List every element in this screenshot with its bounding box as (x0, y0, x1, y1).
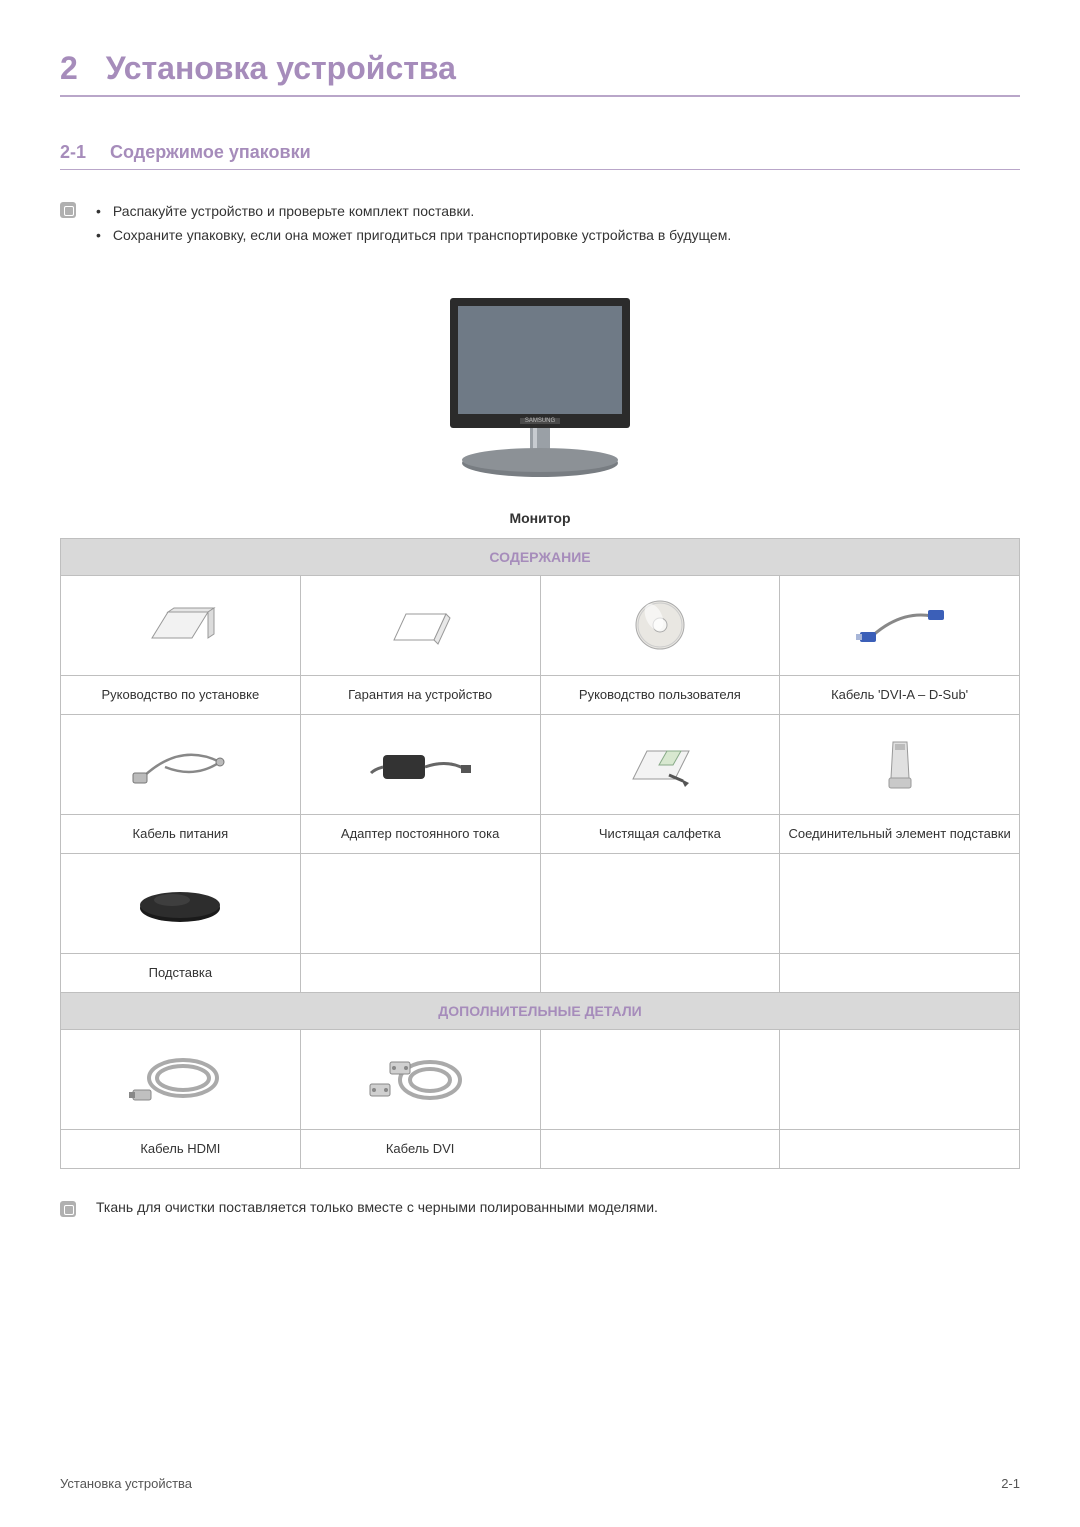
img-stand-connector (780, 714, 1020, 814)
img-dvi-cable (300, 1030, 540, 1130)
page-footer: Установка устройства 2-1 (60, 1476, 1020, 1491)
img-cleaning-cloth (540, 714, 780, 814)
img-user-manual (540, 575, 780, 675)
img-dvi-dsub-cable (780, 575, 1020, 675)
note-item: Распакуйте устройство и проверьте компле… (96, 200, 731, 224)
empty-label (300, 953, 540, 992)
label-user-manual: Руководство пользователя (540, 675, 780, 714)
empty-cell (780, 853, 1020, 953)
label-power-cable: Кабель питания (61, 814, 301, 853)
empty-label (780, 953, 1020, 992)
monitor-icon: SAMSUNG (425, 288, 655, 498)
label-stand-connector: Соединительный элемент подставки (780, 814, 1020, 853)
empty-label (780, 1130, 1020, 1169)
img-hdmi-cable (61, 1030, 301, 1130)
empty-cell (780, 1030, 1020, 1130)
img-install-guide (61, 575, 301, 675)
note-icon (60, 202, 76, 218)
monitor-figure: SAMSUNG (60, 288, 1020, 498)
section-number: 2-1 (60, 142, 86, 163)
label-cleaning-cloth: Чистящая салфетка (540, 814, 780, 853)
footer-left: Установка устройства (60, 1476, 192, 1491)
svg-text:SAMSUNG: SAMSUNG (525, 418, 556, 424)
section-title: Содержимое упаковки (110, 142, 311, 163)
label-dc-adapter: Адаптер постоянного тока (300, 814, 540, 853)
chapter-header: 2 Установка устройства (60, 50, 1020, 97)
empty-label (540, 953, 780, 992)
contents-header: СОДЕРЖАНИЕ (61, 538, 1020, 575)
label-dvi-cable: Кабель DVI (300, 1130, 540, 1169)
note-block: Распакуйте устройство и проверьте компле… (60, 200, 1020, 248)
footnote-text: Ткань для очистки поставляется только вм… (96, 1199, 658, 1215)
empty-cell (540, 1030, 780, 1130)
footnote-block: Ткань для очистки поставляется только вм… (60, 1199, 1020, 1217)
contents-table: СОДЕРЖАНИЕ Руководство по установке Гара… (60, 538, 1020, 1170)
img-power-cable (61, 714, 301, 814)
img-warranty (300, 575, 540, 675)
optional-header: ДОПОЛНИТЕЛЬНЫЕ ДЕТАЛИ (61, 993, 1020, 1030)
label-hdmi-cable: Кабель HDMI (61, 1130, 301, 1169)
section-header: 2-1 Содержимое упаковки (60, 142, 1020, 170)
note-list: Распакуйте устройство и проверьте компле… (96, 200, 731, 248)
note-item: Сохраните упаковку, если она может приго… (96, 224, 731, 248)
img-dc-adapter (300, 714, 540, 814)
footer-right: 2-1 (1001, 1476, 1020, 1491)
monitor-caption: Монитор (60, 510, 1020, 526)
label-stand-base: Подставка (61, 953, 301, 992)
empty-cell (540, 853, 780, 953)
label-dvi-dsub-cable: Кабель 'DVI-A – D-Sub' (780, 675, 1020, 714)
empty-label (540, 1130, 780, 1169)
img-stand-base (61, 853, 301, 953)
chapter-number: 2 (60, 50, 78, 87)
empty-cell (300, 853, 540, 953)
label-install-guide: Руководство по установке (61, 675, 301, 714)
chapter-title: Установка устройства (106, 50, 456, 87)
label-warranty: Гарантия на устройство (300, 675, 540, 714)
note-icon (60, 1201, 76, 1217)
